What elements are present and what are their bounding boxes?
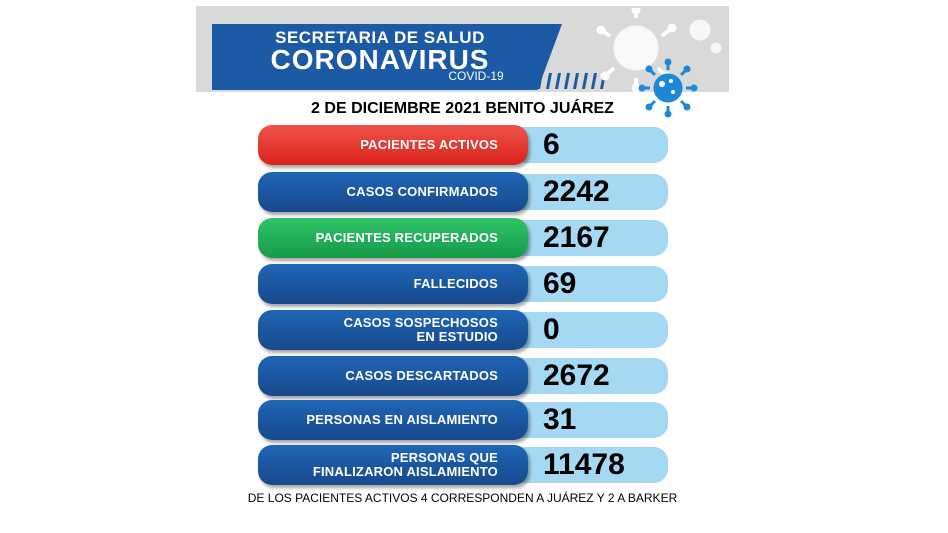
header-title-line3: COVID-19 (448, 69, 504, 83)
value-background (508, 266, 668, 302)
stat-label: PACIENTES ACTIVOS (360, 137, 498, 152)
value-background (508, 127, 668, 163)
header-banner (212, 24, 562, 90)
value-background (508, 358, 668, 394)
stat-value: 2167 (543, 221, 610, 254)
stat-row-finalizaron-aislamiento: PERSONAS QUE FINALIZARON AISLAMIENTO 114… (258, 445, 668, 485)
stat-value: 2242 (543, 175, 610, 208)
stat-label-pill: PACIENTES RECUPERADOS (258, 218, 528, 258)
stat-label: CASOS CONFIRMADOS (346, 184, 498, 199)
footer-note: DE LOS PACIENTES ACTIVOS 4 CORRESPONDEN … (247, 491, 678, 505)
stat-label-pill: CASOS DESCARTADOS (258, 356, 528, 396)
stat-label: FALLECIDOS (413, 276, 498, 291)
stat-label: CASOS SOSPECHOSOS EN ESTUDIO (343, 315, 498, 344)
stat-value: 2672 (543, 359, 610, 392)
stat-value: 69 (543, 267, 577, 300)
header-title-line1: SECRETARIA DE SALUD (275, 28, 485, 47)
stat-label: PERSONAS EN AISLAMIENTO (306, 412, 498, 427)
virus-icon (596, 8, 722, 118)
stat-row-casos-descartados: CASOS DESCARTADOS 2672 (258, 356, 668, 396)
stat-row-pacientes-activos: PACIENTES ACTIVOS 6 (258, 125, 668, 165)
stat-label-pill: CASOS CONFIRMADOS (258, 172, 528, 212)
stat-label-pill: PACIENTES ACTIVOS (258, 125, 528, 165)
stat-row-fallecidos: FALLECIDOS 69 (258, 264, 668, 304)
stat-value: 0 (543, 313, 560, 346)
stat-label-pill: PERSONAS EN AISLAMIENTO (258, 400, 528, 440)
stat-value: 31 (543, 403, 577, 436)
stat-value: 11478 (543, 448, 625, 481)
value-background (508, 220, 668, 256)
value-background (508, 402, 668, 438)
value-background (508, 174, 668, 210)
header-title-line2: CORONAVIRUS (270, 44, 490, 75)
stat-row-pacientes-recuperados: PACIENTES RECUPERADOS 2167 (258, 218, 668, 258)
stat-row-personas-aislamiento: PERSONAS EN AISLAMIENTO 31 (258, 400, 668, 440)
stat-label-pill: PERSONAS QUE FINALIZARON AISLAMIENTO (258, 445, 528, 485)
stat-value: 6 (543, 128, 560, 161)
value-background (508, 447, 668, 483)
stat-row-casos-confirmados: CASOS CONFIRMADOS 2242 (258, 172, 668, 212)
value-background (508, 312, 668, 348)
stat-label: CASOS DESCARTADOS (345, 368, 498, 383)
stat-label-pill: FALLECIDOS (258, 264, 528, 304)
date-location-title: 2 DE DICIEMBRE 2021 BENITO JUÁREZ (311, 100, 614, 117)
stat-label: PERSONAS QUE FINALIZARON AISLAMIENTO (312, 450, 498, 479)
stat-label-pill: CASOS SOSPECHOSOS EN ESTUDIO (258, 310, 528, 350)
stat-row-casos-sospechosos: CASOS SOSPECHOSOS EN ESTUDIO 0 (258, 310, 668, 350)
stat-label: PACIENTES RECUPERADOS (315, 230, 498, 245)
